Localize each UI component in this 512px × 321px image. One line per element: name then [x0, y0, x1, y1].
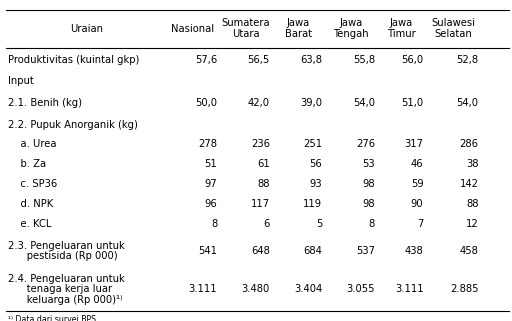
Text: 56: 56 [310, 159, 323, 169]
Text: 42,0: 42,0 [248, 98, 270, 108]
Text: pestisida (Rp 000): pestisida (Rp 000) [8, 251, 118, 261]
Text: 2.2. Pupuk Anorganik (kg): 2.2. Pupuk Anorganik (kg) [8, 120, 138, 130]
Text: tenaga kerja luar: tenaga kerja luar [8, 284, 113, 294]
Text: 7: 7 [417, 219, 423, 230]
Text: 117: 117 [251, 199, 270, 209]
Text: 2.885: 2.885 [450, 284, 479, 294]
Text: Jawa
Tengah: Jawa Tengah [333, 18, 369, 39]
Text: 3.111: 3.111 [188, 284, 217, 294]
Text: a. Urea: a. Urea [8, 139, 57, 149]
Text: 684: 684 [304, 246, 323, 256]
Text: 12: 12 [466, 219, 479, 230]
Text: d. NPK: d. NPK [8, 199, 54, 209]
Text: 39,0: 39,0 [301, 98, 323, 108]
Text: 63,8: 63,8 [301, 55, 323, 65]
Text: 51,0: 51,0 [401, 98, 423, 108]
Text: 53: 53 [362, 159, 375, 169]
Text: 438: 438 [404, 246, 423, 256]
Text: 6: 6 [263, 219, 270, 230]
Text: 51: 51 [204, 159, 217, 169]
Text: 56,0: 56,0 [401, 55, 423, 65]
Text: 8: 8 [369, 219, 375, 230]
Text: 458: 458 [460, 246, 479, 256]
Text: 2.3. Pengeluaran untuk: 2.3. Pengeluaran untuk [8, 241, 125, 251]
Text: 286: 286 [460, 139, 479, 149]
Text: 93: 93 [310, 179, 323, 189]
Text: 2.4. Pengeluaran untuk: 2.4. Pengeluaran untuk [8, 273, 125, 283]
Text: 278: 278 [198, 139, 217, 149]
Text: 52,8: 52,8 [457, 55, 479, 65]
Text: 46: 46 [411, 159, 423, 169]
Text: 54,0: 54,0 [353, 98, 375, 108]
Text: 537: 537 [356, 246, 375, 256]
Text: keluarga (Rp 000)¹⁾: keluarga (Rp 000)¹⁾ [8, 295, 123, 305]
Text: 142: 142 [460, 179, 479, 189]
Text: 3.111: 3.111 [395, 284, 423, 294]
Text: Input: Input [8, 76, 34, 86]
Text: 8: 8 [211, 219, 217, 230]
Text: 3.404: 3.404 [294, 284, 323, 294]
Text: 251: 251 [303, 139, 323, 149]
Text: Sumatera
Utara: Sumatera Utara [221, 18, 270, 39]
Text: ¹⁾ Data dari survei BPS: ¹⁾ Data dari survei BPS [8, 315, 96, 321]
Text: e. KCL: e. KCL [8, 219, 52, 230]
Text: 55,8: 55,8 [353, 55, 375, 65]
Text: 90: 90 [411, 199, 423, 209]
Text: 3.480: 3.480 [242, 284, 270, 294]
Text: b. Za: b. Za [8, 159, 47, 169]
Text: 98: 98 [362, 179, 375, 189]
Text: 648: 648 [251, 246, 270, 256]
Text: Jawa
Barat: Jawa Barat [285, 18, 312, 39]
Text: 54,0: 54,0 [457, 98, 479, 108]
Text: 88: 88 [258, 179, 270, 189]
Text: Produktivitas (kuintal gkp): Produktivitas (kuintal gkp) [8, 55, 140, 65]
Text: 98: 98 [362, 199, 375, 209]
Text: 61: 61 [257, 159, 270, 169]
Text: 2.1. Benih (kg): 2.1. Benih (kg) [8, 98, 82, 108]
Text: 3.055: 3.055 [347, 284, 375, 294]
Text: 96: 96 [204, 199, 217, 209]
Text: 5: 5 [316, 219, 323, 230]
Text: Sulawesi
Selatan: Sulawesi Selatan [431, 18, 475, 39]
Text: 56,5: 56,5 [247, 55, 270, 65]
Text: 57,6: 57,6 [195, 55, 217, 65]
Text: 97: 97 [204, 179, 217, 189]
Text: 50,0: 50,0 [195, 98, 217, 108]
Text: c. SP36: c. SP36 [8, 179, 58, 189]
Text: 119: 119 [303, 199, 323, 209]
Text: Uraian: Uraian [70, 24, 103, 34]
Text: Jawa
Timur: Jawa Timur [387, 18, 416, 39]
Text: 88: 88 [466, 199, 479, 209]
Text: 276: 276 [356, 139, 375, 149]
Text: 317: 317 [404, 139, 423, 149]
Text: 59: 59 [411, 179, 423, 189]
Text: 38: 38 [466, 159, 479, 169]
Text: 236: 236 [251, 139, 270, 149]
Text: 541: 541 [198, 246, 217, 256]
Text: Nasional: Nasional [172, 24, 215, 34]
